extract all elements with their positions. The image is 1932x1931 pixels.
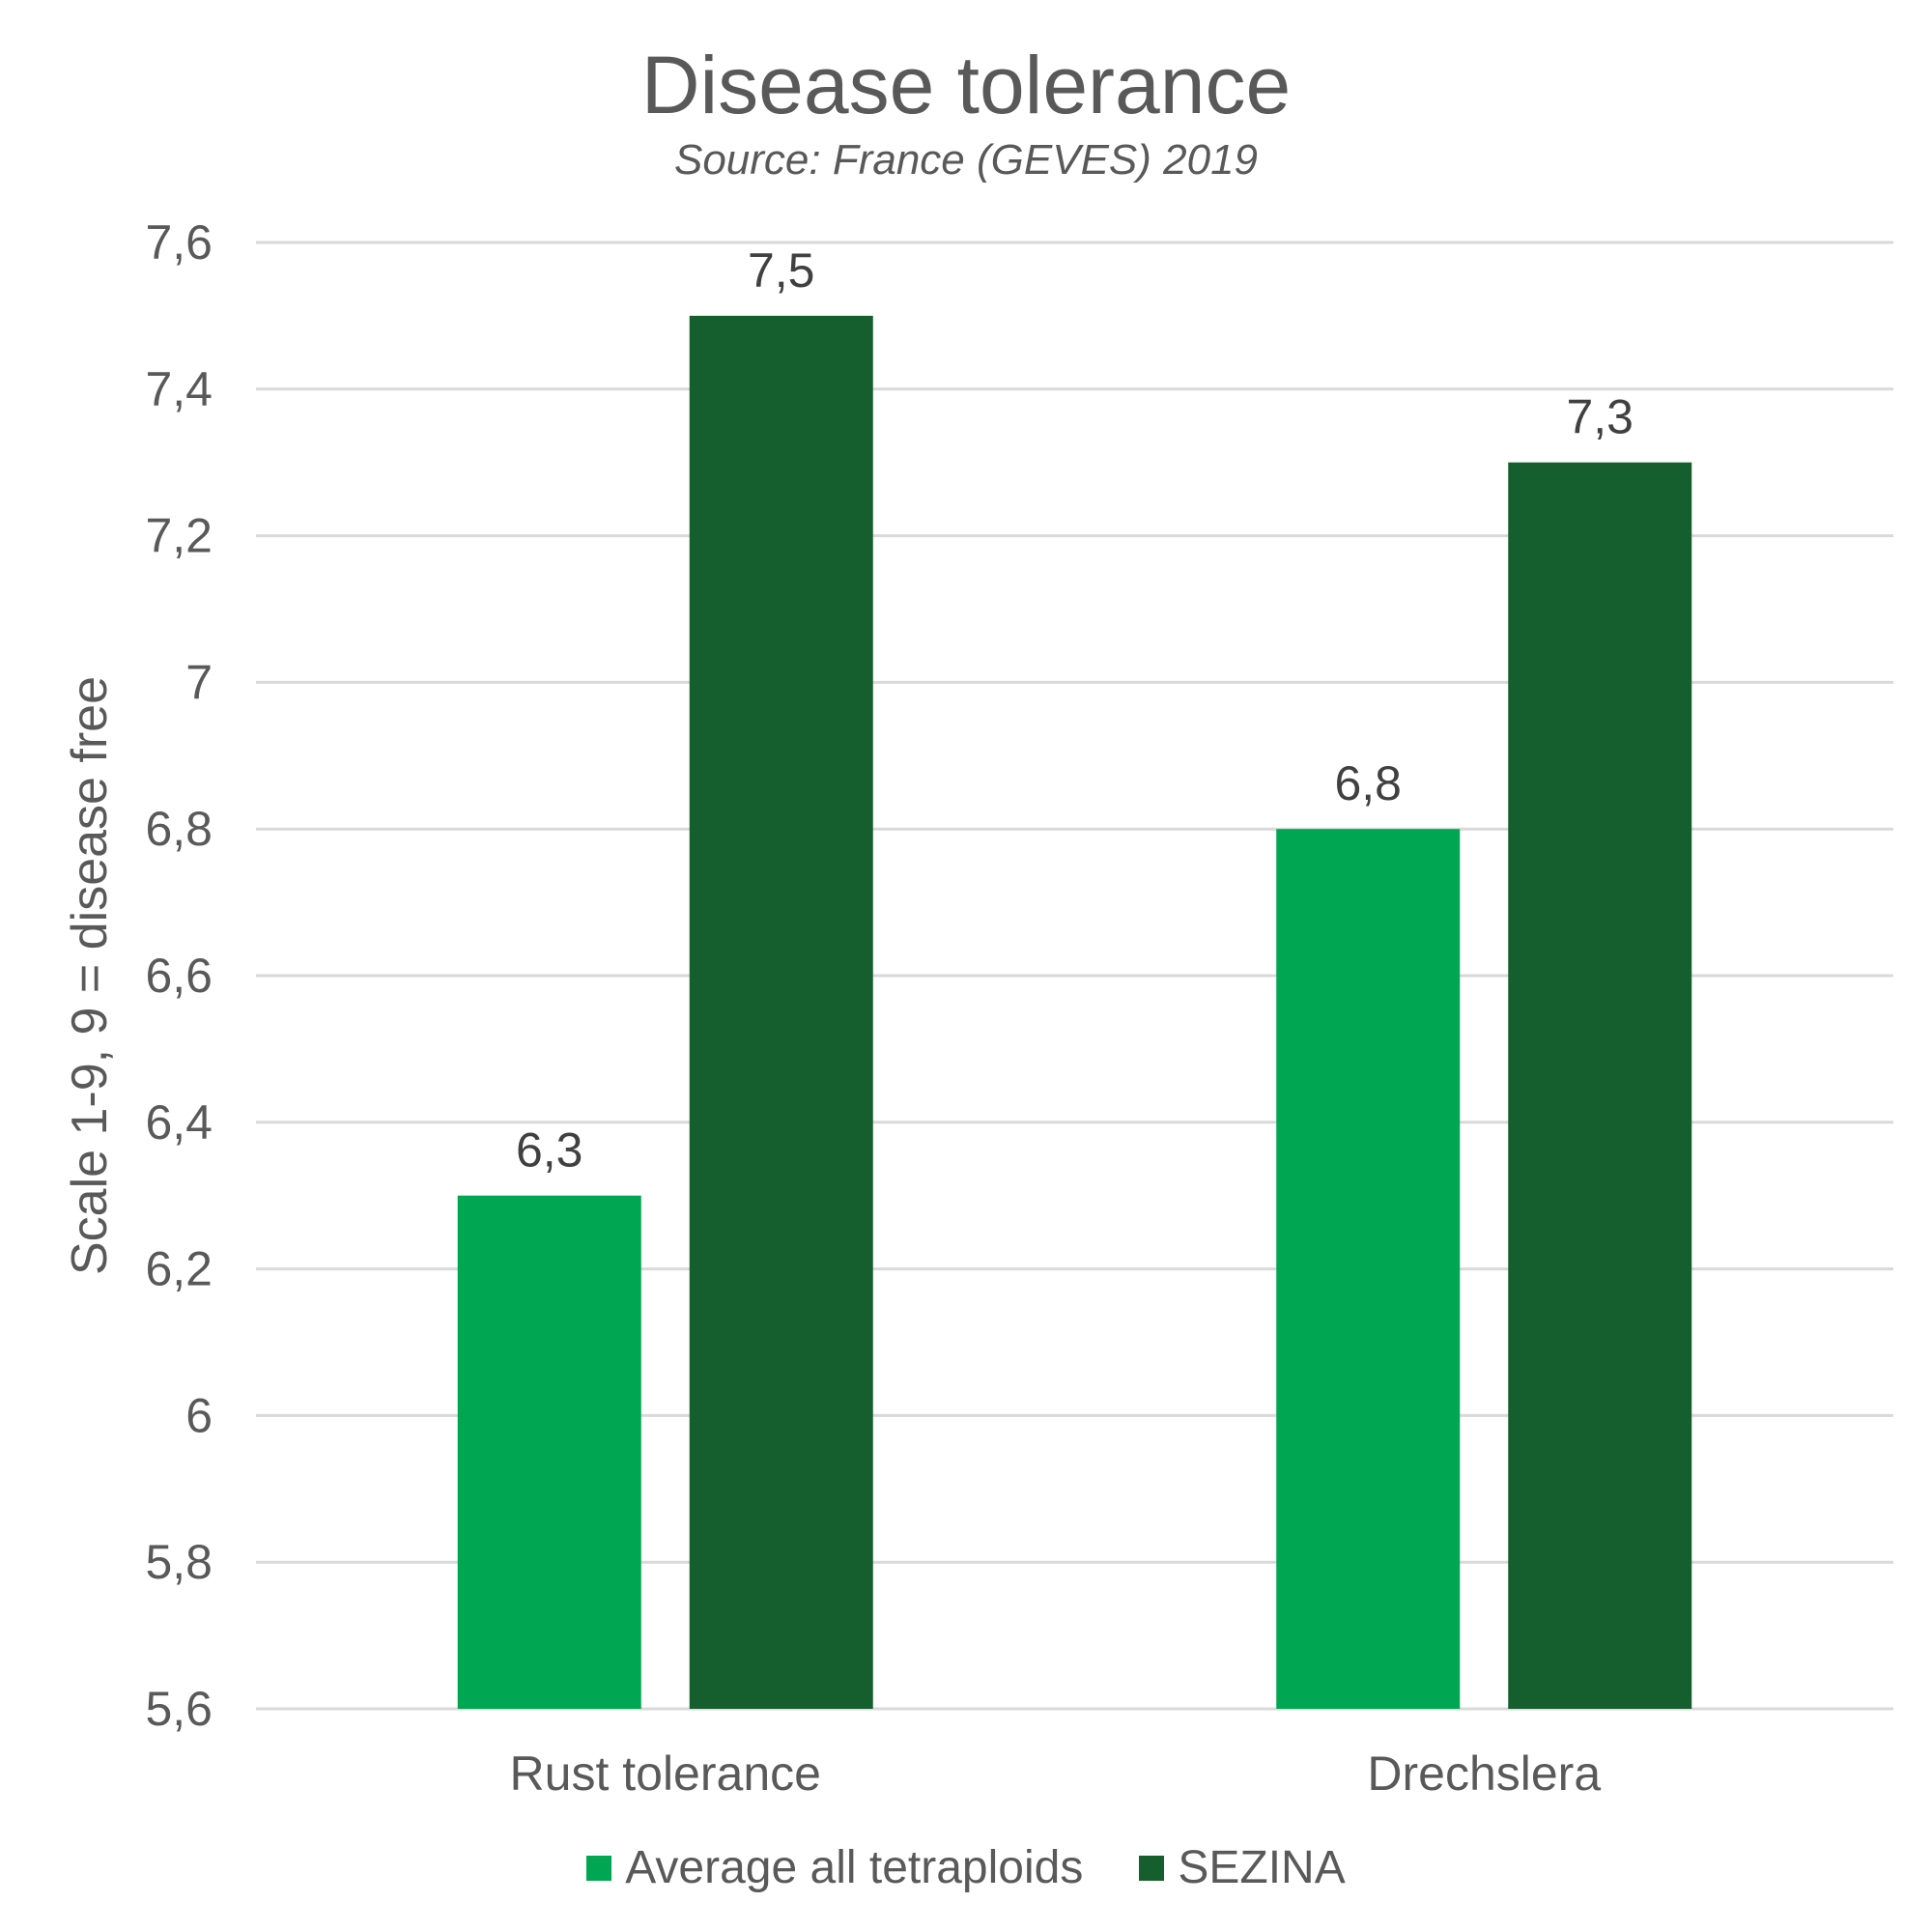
legend-swatch-sezina (1139, 1855, 1165, 1881)
x-axis-ticks: Rust tolerance Drechslera (510, 1746, 1602, 1801)
bar-sezina-0 (689, 315, 873, 1709)
y-tick-label: 7,2 (145, 509, 213, 563)
y-tick-label: 5,8 (145, 1535, 213, 1589)
bar-sezina-1 (1508, 462, 1692, 1710)
data-label: 7,5 (748, 243, 815, 298)
x-tick-label: Drechslera (1367, 1746, 1601, 1801)
y-tick-label: 6,6 (145, 949, 213, 1003)
bar-average-1 (1276, 829, 1461, 1709)
data-label: 6,3 (516, 1123, 583, 1178)
chart-title: Disease tolerance (640, 40, 1292, 130)
y-tick-label: 6 (185, 1388, 213, 1442)
data-labels: 6,3 7,5 6,8 7,3 (516, 243, 1634, 1178)
legend-label-sezina: SEZINA (1178, 1842, 1346, 1893)
y-tick-label: 7 (185, 655, 213, 709)
data-label: 6,8 (1334, 756, 1402, 810)
y-tick-label: 6,2 (145, 1242, 213, 1296)
chart-subtitle: Source: France (GEVES) 2019 (673, 136, 1259, 184)
legend-item-sezina: SEZINA (1139, 1841, 1346, 1894)
y-tick-label: 5,6 (145, 1682, 213, 1736)
bars (457, 315, 1692, 1710)
y-axis-label: Scale 1-9, 9 = disease free (62, 676, 118, 1275)
y-tick-label: 6,4 (145, 1095, 213, 1150)
legend: Average all tetraploids SEZINA (0, 1841, 1932, 1894)
y-axis-ticks: 5,6 5,8 6 6,2 6,4 6,6 6,8 7 7,2 7,4 7,6 (145, 215, 213, 1736)
legend-item-average: Average all tetraploids (586, 1841, 1083, 1894)
bar-average-0 (457, 1195, 641, 1709)
x-tick-label: Rust tolerance (510, 1746, 821, 1801)
y-tick-label: 6,8 (145, 802, 213, 856)
y-tick-label: 7,6 (145, 215, 213, 270)
legend-label-average: Average all tetraploids (625, 1842, 1084, 1893)
y-tick-label: 7,4 (145, 362, 213, 416)
legend-swatch-average (586, 1855, 612, 1881)
data-label: 7,3 (1566, 390, 1634, 444)
